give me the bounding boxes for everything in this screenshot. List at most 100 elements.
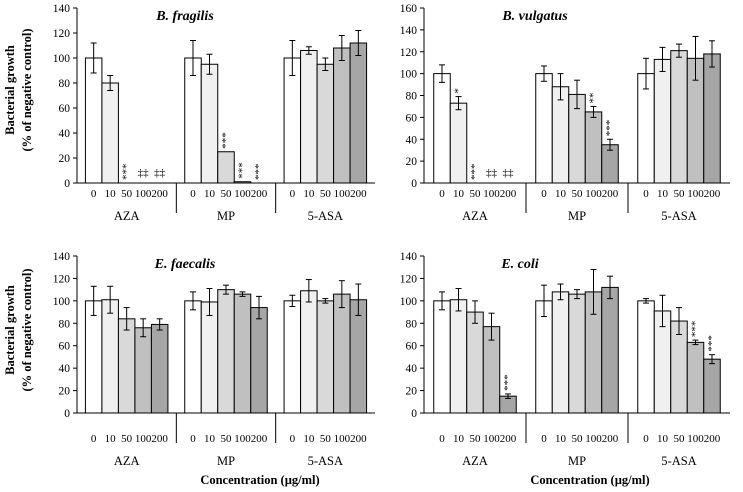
x-category-label: 0 (290, 188, 296, 200)
bar (349, 299, 368, 414)
y-tick-label: 80 (406, 318, 418, 330)
x-category-label: 200 (602, 433, 619, 445)
y-tick-label: 0 (411, 178, 417, 190)
significance-annotation: ** (588, 92, 600, 103)
y-tick-label: 120 (400, 47, 418, 59)
bar (84, 300, 103, 414)
x-category-label: 10 (105, 188, 117, 200)
bar (349, 42, 368, 184)
y-tick-label: 100 (400, 296, 418, 308)
x-category-label: 50 (572, 188, 584, 200)
bar (584, 111, 603, 184)
y-tick-label: 120 (53, 28, 71, 40)
significance-annotation: ‡‡ (503, 167, 515, 179)
y-tick-label: 20 (59, 386, 71, 398)
x-category-label: 100 (687, 188, 704, 200)
bar (283, 300, 302, 414)
x-category-label: 0 (541, 433, 547, 445)
x-category-label: 100 (483, 188, 500, 200)
x-group-label: 5-ASA (308, 209, 343, 223)
y-tick-label: 0 (411, 408, 417, 420)
x-category-label: 50 (221, 188, 233, 200)
x-group-label: AZA (114, 454, 140, 468)
bar (217, 289, 235, 414)
x-category-label: 200 (704, 188, 721, 200)
y-tick-label: 80 (59, 78, 71, 90)
x-group-label: AZA (462, 454, 488, 468)
x-category-label: 0 (290, 433, 296, 445)
y-tick-label: 20 (59, 153, 71, 165)
y-tick-label: 0 (64, 408, 70, 420)
significance-annotation: *** (502, 374, 514, 391)
x-category-label: 100 (687, 433, 704, 445)
x-group-label: 5-ASA (661, 454, 696, 468)
significance-annotation: *** (706, 335, 718, 352)
bar (333, 293, 351, 414)
x-group-label: MP (217, 209, 235, 223)
significance-annotation: ‡‡ (138, 167, 150, 179)
x-category-label: 10 (303, 188, 315, 200)
bar (449, 102, 468, 184)
x-category-label: 50 (470, 188, 482, 200)
bar (184, 300, 202, 414)
significance-annotation: *** (237, 162, 249, 179)
y-tick-label: 60 (59, 341, 71, 353)
x-group-label: 5-ASA (661, 209, 696, 223)
x-category-label: 200 (350, 188, 367, 200)
x-group-label: AZA (462, 209, 488, 223)
y-tick-label: 20 (406, 156, 418, 168)
x-category-label: 10 (204, 433, 216, 445)
bar (300, 290, 318, 414)
bar (84, 57, 103, 184)
y-tick-label: 60 (406, 341, 418, 353)
significance-annotation: *** (469, 164, 481, 181)
x-category-label: 200 (251, 433, 268, 445)
x-category-label: 100 (135, 433, 152, 445)
significance-annotation: *** (121, 164, 133, 181)
x-axis-label-right: Concentration (µg/ml) (530, 473, 649, 487)
x-category-label: 10 (453, 188, 465, 200)
bar (535, 300, 553, 414)
bar (466, 311, 484, 414)
x-category-label: 0 (190, 433, 196, 445)
bar (670, 50, 688, 184)
bar (101, 299, 119, 414)
y-axis-label-top-line1: Bacterial growth (3, 45, 17, 135)
y-tick-label: 60 (59, 103, 71, 115)
y-tick-label: 100 (53, 53, 71, 65)
x-category-label: 100 (483, 433, 500, 445)
x-group-label: MP (217, 454, 235, 468)
bar (150, 323, 169, 414)
x-category-label: 100 (135, 188, 152, 200)
bar (433, 73, 451, 184)
x-category-label: 200 (151, 433, 168, 445)
bar (568, 293, 586, 414)
x-category-label: 10 (657, 433, 669, 445)
y-tick-label: 140 (53, 251, 71, 263)
y-tick-label: 140 (400, 251, 418, 263)
bar (217, 151, 235, 184)
bar (316, 300, 335, 414)
x-category-label: 200 (704, 433, 721, 445)
y-axis-label-bottom-line1: Bacterial growth (3, 285, 17, 375)
bar (134, 327, 152, 414)
significance-annotation: *** (690, 321, 702, 338)
bar (601, 286, 619, 414)
x-category-label: 50 (121, 433, 133, 445)
x-group-label: MP (568, 454, 586, 468)
bar (117, 318, 136, 414)
significance-annotation: ‡‡ (154, 167, 166, 179)
bar (637, 73, 655, 184)
bar (551, 291, 570, 414)
panel-title: E. faecalis (154, 257, 216, 272)
x-category-label: 200 (251, 188, 268, 200)
x-category-label: 100 (334, 188, 351, 200)
y-tick-label: 120 (400, 273, 418, 285)
bar (316, 63, 335, 184)
bar (101, 82, 119, 184)
x-category-label: 10 (555, 188, 567, 200)
x-category-label: 10 (204, 188, 216, 200)
bar (233, 293, 252, 414)
